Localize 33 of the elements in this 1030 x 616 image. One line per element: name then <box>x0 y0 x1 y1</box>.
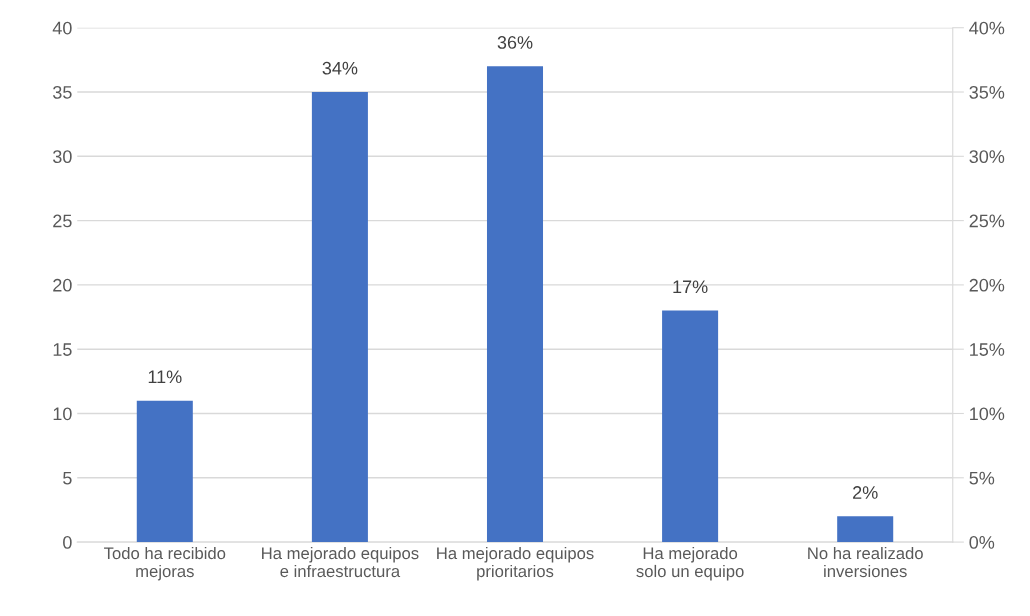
bar <box>662 310 719 543</box>
x-tick-label: Ha mejorado equipos prioritarios <box>437 546 594 581</box>
annotation: 17% <box>673 280 708 294</box>
bar <box>486 66 544 543</box>
y2-tick-label: 0% <box>969 536 995 549</box>
y2-tick-label: 10% <box>970 407 1005 421</box>
bar <box>837 516 894 543</box>
bar <box>136 400 193 543</box>
y2-tick-label: 30% <box>969 150 1005 164</box>
y2-tick-label: 20% <box>969 278 1005 292</box>
y-tick-label: 5 <box>63 471 72 485</box>
y-tick-label: 35 <box>53 85 72 99</box>
y-tick-label: 30 <box>53 150 72 164</box>
x-tick-label: Todo ha recibido mejoras <box>104 546 226 581</box>
y2-tick-label: 15% <box>970 343 1005 356</box>
y-tick-label: 25 <box>53 214 72 228</box>
annotation: 11% <box>148 370 182 384</box>
annotation: 36% <box>497 36 533 49</box>
x-tick-label: Ha mejorado solo un equipo <box>636 546 744 581</box>
y2-tick-label: 5% <box>969 471 995 485</box>
y-tick-label: 0 <box>63 536 72 549</box>
x-tick-label: No ha realizado inversiones <box>808 546 923 578</box>
bar <box>311 92 368 543</box>
y-tick-label: 15 <box>53 343 72 356</box>
y-tick-label: 40 <box>52 21 72 35</box>
annotation: 34% <box>322 61 358 75</box>
y2-tick-label: 40% <box>969 21 1005 35</box>
y-tick-label: 10 <box>53 407 72 421</box>
y-tick-label: 20 <box>53 278 72 292</box>
y2-tick-label: 35% <box>969 85 1005 99</box>
x-tick-label: Ha mejorado equipos e infraestructura <box>262 546 419 578</box>
y2-tick-label: 25% <box>969 214 1005 228</box>
annotation: 2% <box>853 486 878 499</box>
